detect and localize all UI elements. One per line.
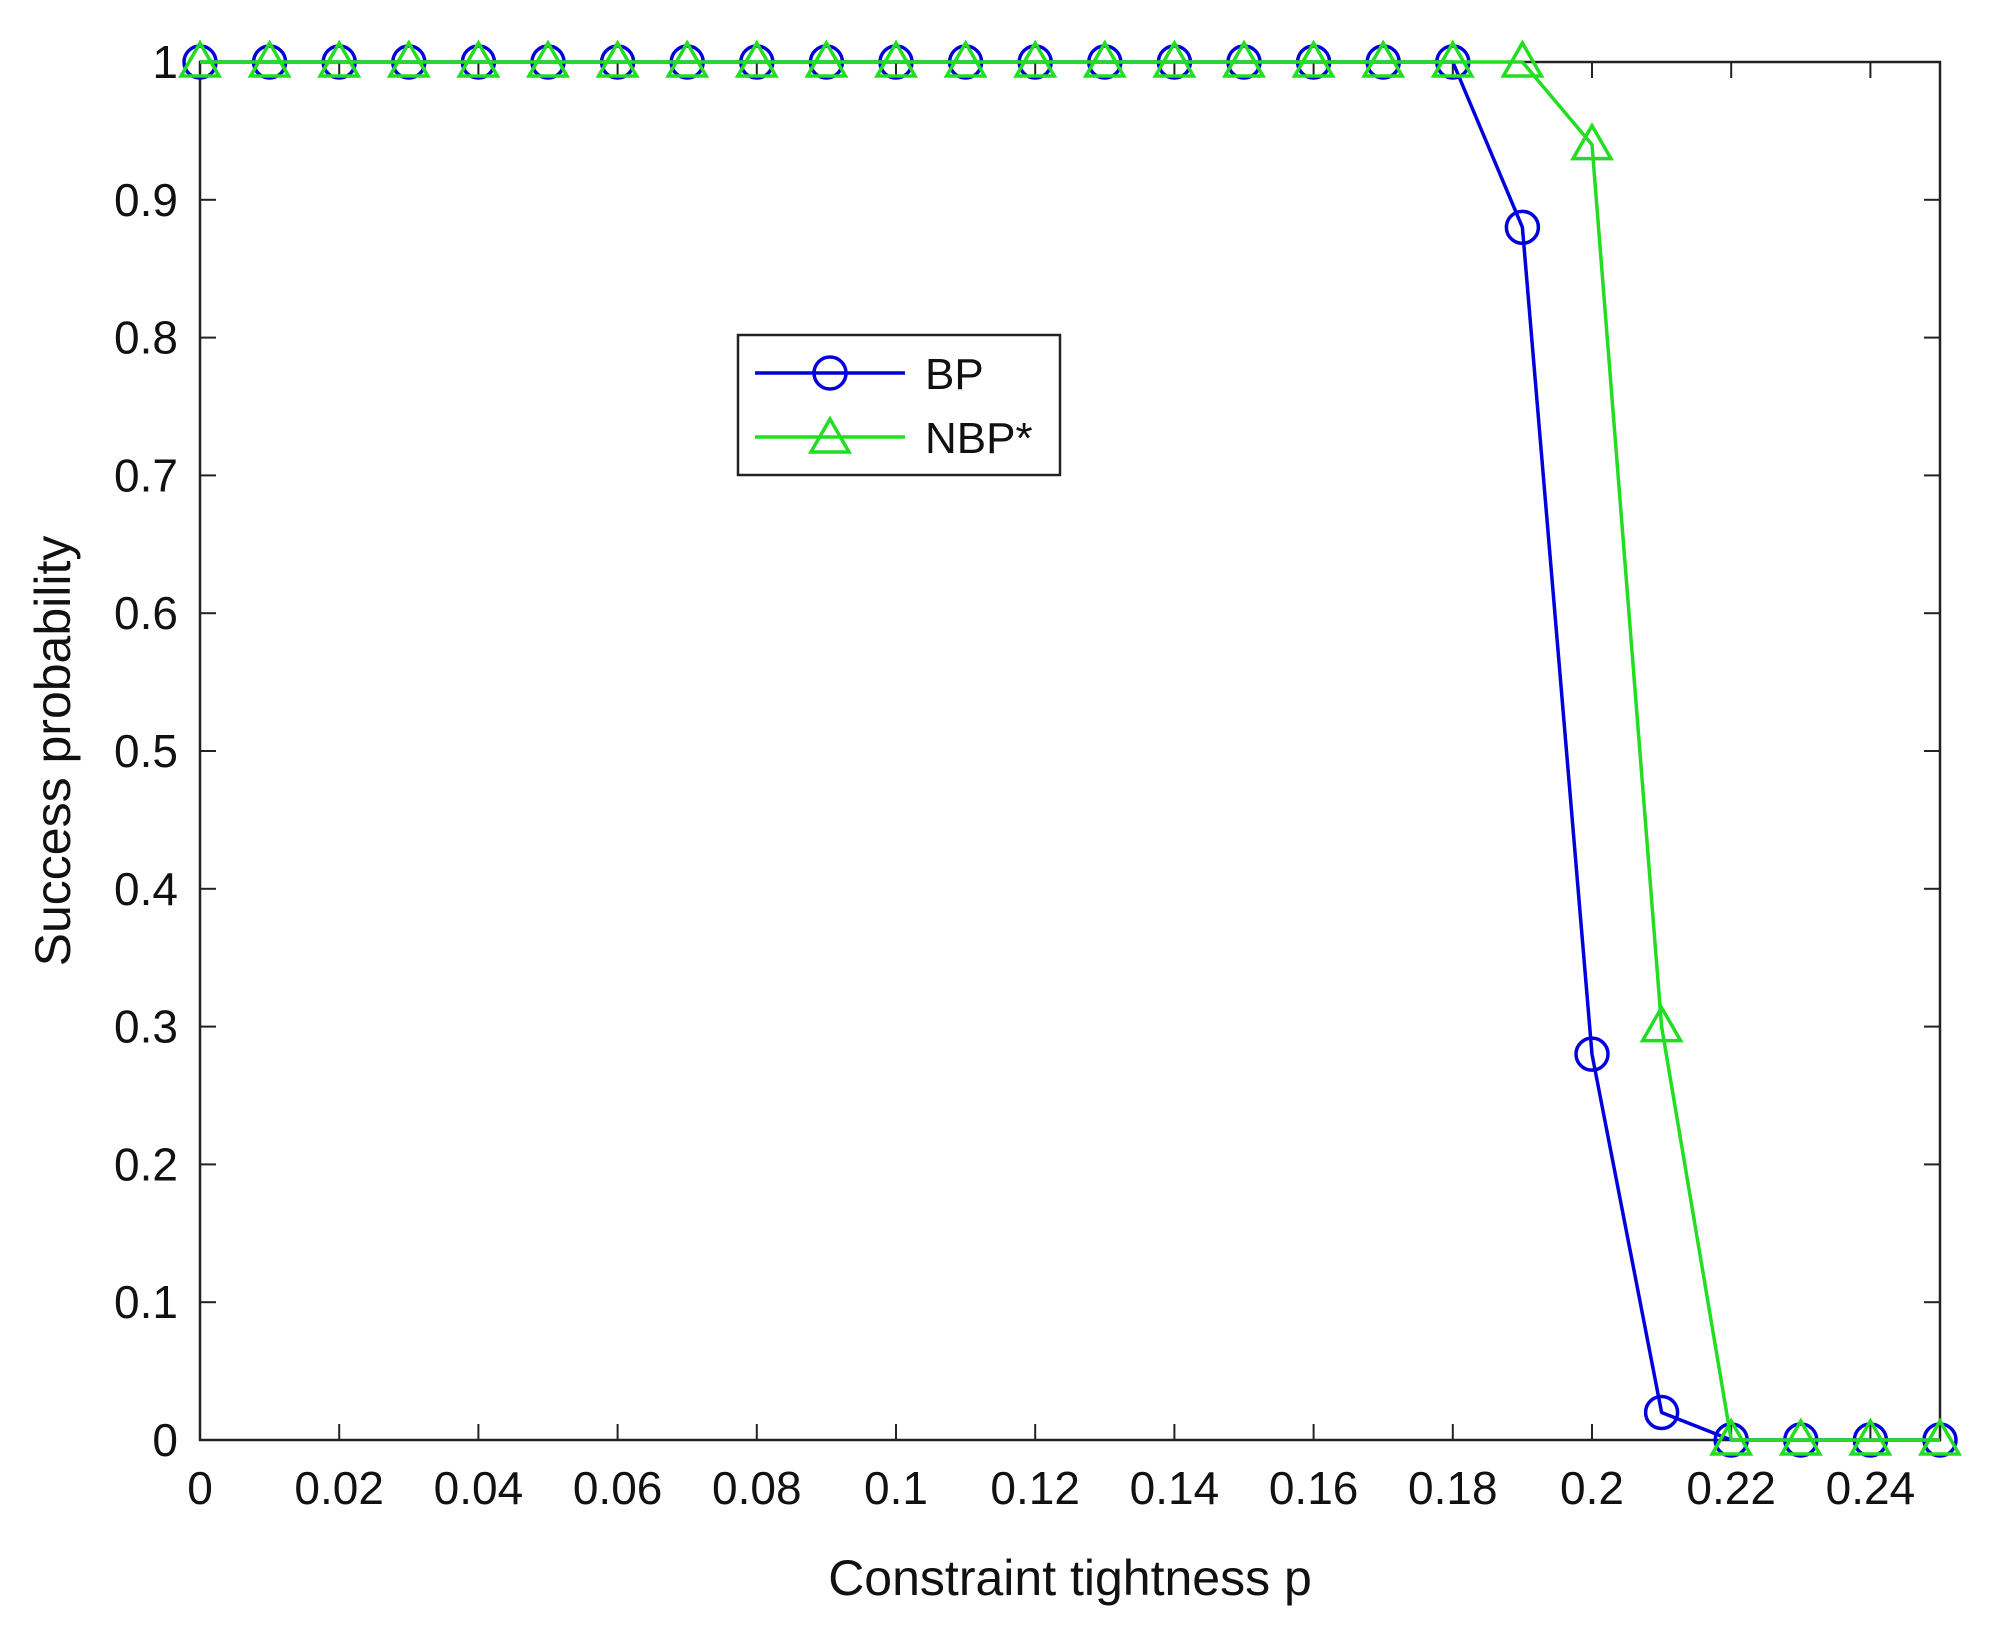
data-point [1569,122,1615,161]
x-tick-label: 0.12 [990,1462,1080,1514]
legend: BP NBP* [736,333,1062,477]
y-axis-label: Success probability [25,536,81,967]
x-tick-label: 0.22 [1686,1462,1776,1514]
y-tick-label: 0.2 [114,1138,178,1190]
data-point [665,39,710,78]
series-nbp- [177,39,1963,1456]
data-point [1848,1417,1893,1456]
data-point [1430,39,1475,78]
data-point [456,39,501,78]
x-axis-label: Constraint tightness p [828,1550,1312,1606]
data-point [317,39,362,78]
data-point [1082,39,1127,78]
x-tick-label: 0.14 [1130,1462,1220,1514]
data-point [734,39,779,78]
legend-label-nbp: NBP* [925,414,1033,463]
data-point [1291,39,1336,78]
data-point [177,39,223,78]
data-point [1152,39,1197,78]
y-tick-label: 0.6 [114,587,178,639]
legend-marker-nbp [807,415,853,454]
data-point [1643,1394,1680,1431]
series-layer [177,39,1963,1458]
x-tick-label: 0.04 [434,1462,524,1514]
data-point [1361,39,1406,78]
data-point [1221,39,1267,78]
data-point [1709,1417,1754,1456]
x-tick-label: 0.1 [864,1462,928,1514]
y-tick-label: 0.4 [114,863,178,915]
x-tick-label: 0.18 [1408,1462,1498,1514]
data-point [595,39,640,78]
data-point [943,39,988,78]
x-tick-label: 0.08 [712,1462,802,1514]
y-tick-label: 0.7 [114,449,178,501]
x-tick-label: 0.24 [1826,1462,1916,1514]
x-axis-ticks: 0 0.02 0.04 0.06 0.08 0.1 0.12 0.14 0.16 0.18 0.2 0… [187,62,1915,1514]
data-point [1917,1417,1963,1456]
x-tick-label: 0.02 [294,1462,384,1514]
legend-label-bp: BP [925,350,984,399]
data-point [1639,1004,1684,1043]
data-point [1504,209,1541,246]
x-tick-label: 0 [187,1462,213,1514]
data-point [525,39,571,78]
y-axis-ticks: 0 0.1 0.2 0.3 0.4 0.5 0.6 0.7 0.8 0.9 1 [114,36,1940,1466]
data-point [386,39,431,78]
data-point [804,39,849,78]
y-tick-label: 0.1 [114,1276,178,1328]
data-point [1778,1417,1823,1456]
x-tick-label: 0.06 [573,1462,663,1514]
data-point [1500,39,1545,78]
x-tick-label: 0.2 [1560,1462,1624,1514]
y-tick-label: 0.5 [114,725,178,777]
y-tick-label: 1 [152,36,178,88]
data-point [1013,39,1058,78]
y-tick-label: 0 [152,1414,178,1466]
legend-marker-bp [812,355,848,391]
data-point [1574,1036,1610,1072]
y-tick-label: 0.9 [114,174,178,226]
y-tick-label: 0.3 [114,1001,178,1053]
x-tick-label: 0.16 [1269,1462,1359,1514]
y-tick-label: 0.8 [114,312,178,364]
legend-box [736,333,1062,477]
data-point [873,39,919,78]
data-point [247,39,292,78]
plot-area [198,60,1942,1442]
